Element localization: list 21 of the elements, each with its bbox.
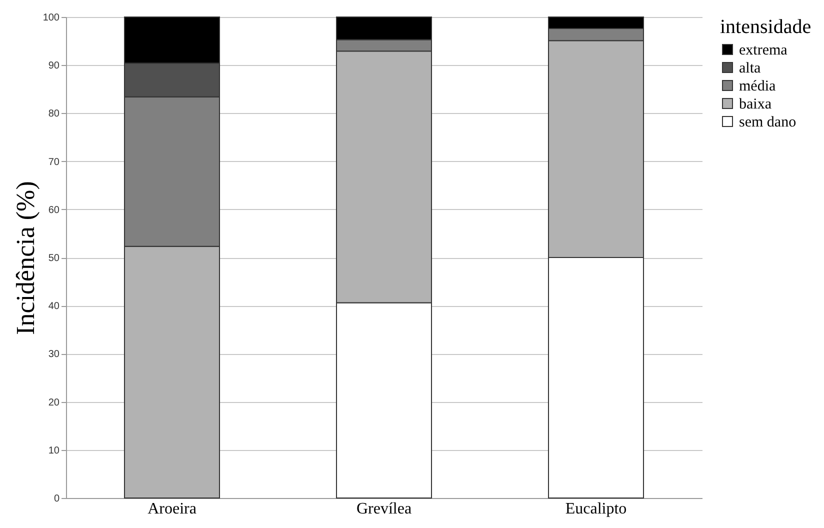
legend-label: alta xyxy=(739,60,761,76)
y-tick-label: 10 xyxy=(48,445,60,456)
y-tick-label: 30 xyxy=(48,349,60,360)
y-tick-label: 90 xyxy=(48,60,60,72)
x-tick-label: Aroeira xyxy=(148,500,196,518)
legend-label: baixa xyxy=(739,96,772,112)
y-tick-label: 40 xyxy=(48,301,60,312)
y-tick-label: 20 xyxy=(48,397,60,408)
legend-label: média xyxy=(739,78,776,94)
y-tick-label: 70 xyxy=(48,156,60,168)
legend-label: sem dano xyxy=(739,114,796,130)
y-tick-label: 0 xyxy=(54,494,60,504)
x-tick-label: Eucalipto xyxy=(565,500,627,518)
y-tick-label: 60 xyxy=(48,204,60,216)
y-tick-label: 80 xyxy=(48,108,60,120)
y-tick-label: 100 xyxy=(42,12,60,24)
legend-label: extrema xyxy=(739,42,788,58)
x-tick-label: Grevílea xyxy=(356,500,412,518)
legend-title: intensidade xyxy=(720,16,812,38)
y-axis-title: Incidência (%) xyxy=(10,181,40,335)
y-tick-label: 50 xyxy=(48,253,60,264)
